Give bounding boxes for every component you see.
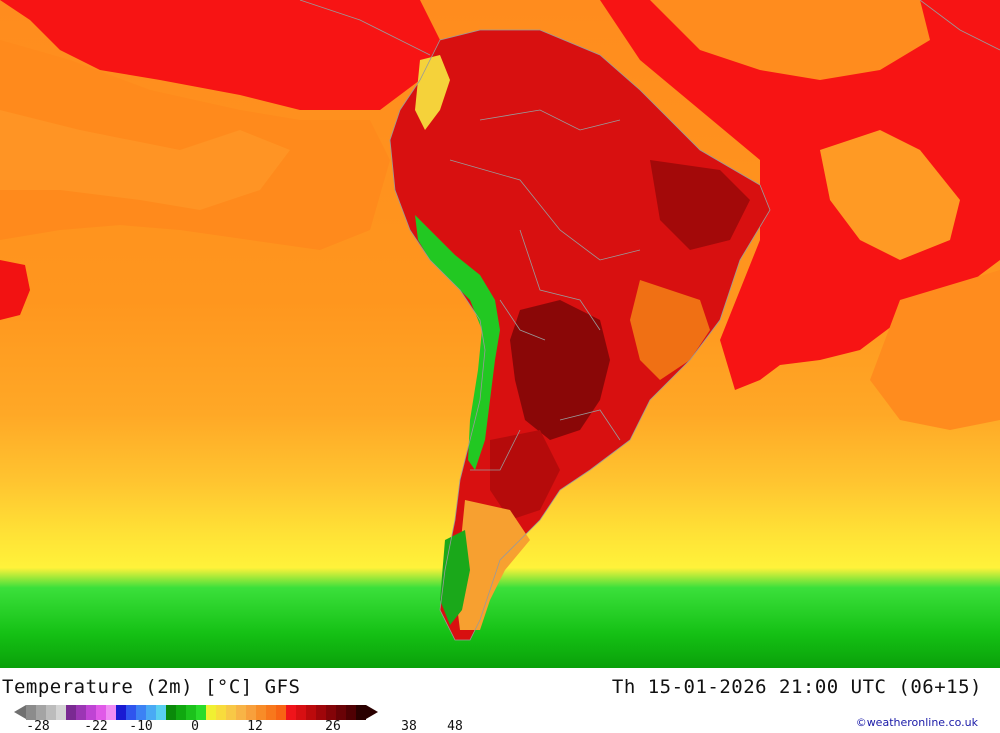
legend-swatch	[336, 705, 346, 720]
legend-min-arrow	[14, 705, 26, 719]
legend-swatch	[276, 705, 286, 720]
red-patch-west	[0, 260, 30, 320]
very-hot-northeast	[650, 160, 750, 250]
orange-atlantic-mid	[820, 130, 960, 260]
legend-tick: 38	[401, 719, 417, 733]
dark-red-southern	[490, 430, 560, 520]
legend-swatch	[306, 705, 316, 720]
legend-ticks: -28 -22 -10 0 12 26 38 48	[0, 719, 480, 733]
legend-swatch	[186, 705, 196, 720]
legend-swatch	[96, 705, 106, 720]
legend-swatch	[66, 705, 76, 720]
legend-swatch	[316, 705, 326, 720]
legend-swatch	[236, 705, 246, 720]
legend-swatch	[36, 705, 46, 720]
legend-swatch	[76, 705, 86, 720]
legend-swatch	[176, 705, 186, 720]
legend-swatch	[216, 705, 226, 720]
legend-tick: 12	[247, 719, 263, 733]
legend-swatch	[286, 705, 296, 720]
temperature-map	[0, 0, 1000, 668]
legend-swatch	[136, 705, 146, 720]
very-hot-core	[510, 300, 610, 440]
legend-swatch	[156, 705, 166, 720]
legend-swatch	[146, 705, 156, 720]
map-title: Temperature (2m) [°C] GFS	[2, 676, 301, 698]
legend-swatch	[256, 705, 266, 720]
credit-link[interactable]: ©weatheronline.co.uk	[855, 716, 978, 729]
legend-swatch	[166, 705, 176, 720]
legend-tick: -22	[84, 719, 108, 733]
legend-swatch	[56, 705, 66, 720]
color-scale	[26, 705, 366, 720]
legend-swatch	[206, 705, 216, 720]
legend-swatch	[126, 705, 136, 720]
legend-swatch	[266, 705, 276, 720]
legend-swatch	[226, 705, 236, 720]
legend-swatch	[106, 705, 116, 720]
legend-tick: 26	[325, 719, 341, 733]
orange-pacific	[0, 110, 290, 210]
legend-tick: 0	[191, 719, 199, 733]
orange-atlantic-east	[870, 270, 1000, 430]
patagonia-warm	[455, 500, 530, 630]
legend-swatch	[356, 705, 366, 720]
orange-atlantic-north	[650, 0, 930, 80]
hot-band-atlantic	[600, 0, 1000, 390]
legend-swatch	[26, 705, 36, 720]
legend-max-arrow	[366, 705, 378, 719]
warm-east-coast	[630, 280, 710, 380]
borders	[299, 0, 1000, 641]
legend-tick: -10	[129, 719, 153, 733]
legend-swatch	[326, 705, 336, 720]
legend-tick: -28	[26, 719, 50, 733]
legend-swatch	[196, 705, 206, 720]
patagonia-green	[440, 530, 470, 625]
andes-yellow-north	[415, 55, 450, 130]
legend-swatch	[346, 705, 356, 720]
valid-time: Th 15-01-2026 21:00 UTC (06+15)	[611, 676, 982, 698]
legend-swatch	[86, 705, 96, 720]
legend-tick: 48	[447, 719, 463, 733]
legend-swatch	[296, 705, 306, 720]
legend-swatch	[46, 705, 56, 720]
hot-band-north-pacific	[0, 0, 440, 110]
legend-swatch	[246, 705, 256, 720]
legend-swatch	[116, 705, 126, 720]
